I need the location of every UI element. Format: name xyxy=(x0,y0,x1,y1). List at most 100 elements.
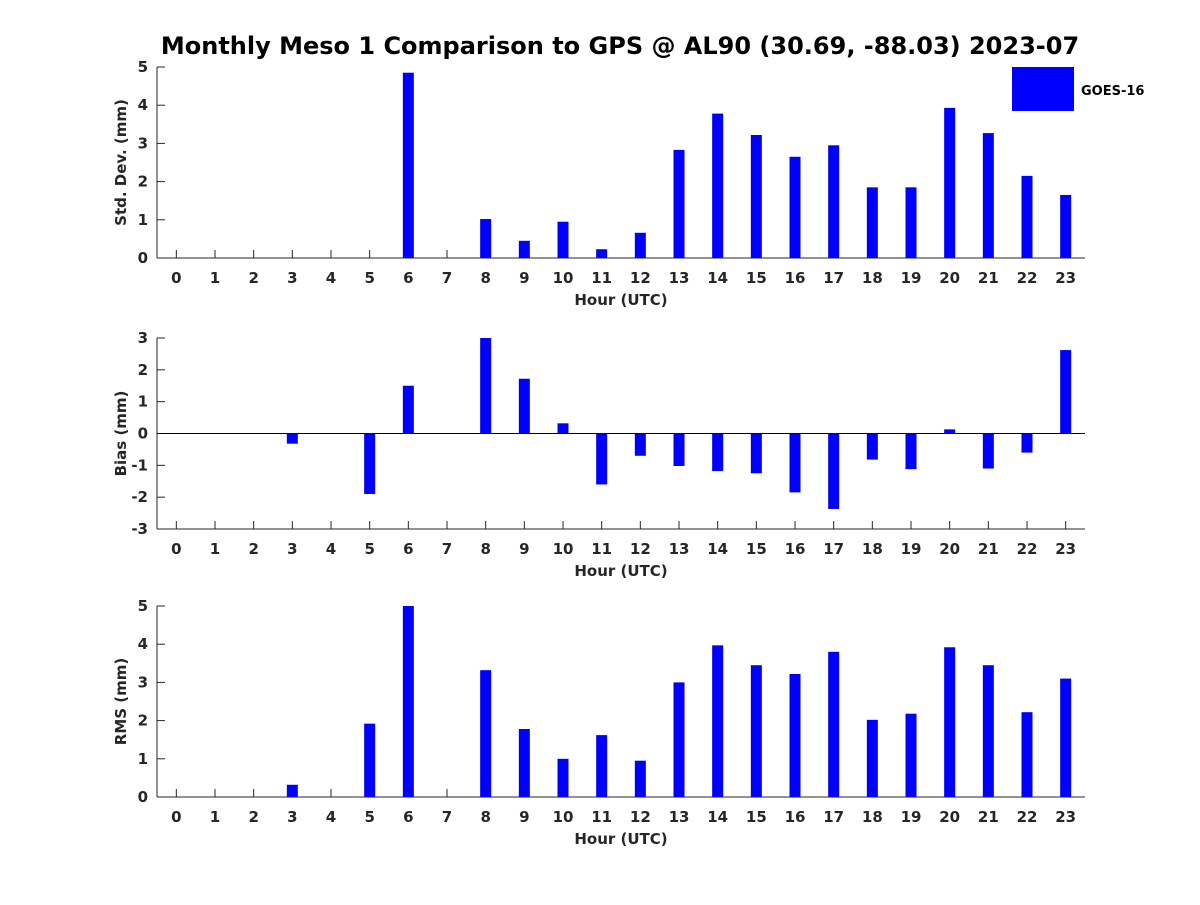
y-tick-label: 2 xyxy=(138,361,148,379)
bar-hour-3 xyxy=(286,433,298,444)
x-tick-label: 6 xyxy=(403,269,413,287)
x-tick-label: 17 xyxy=(823,269,844,287)
bar-hour-23 xyxy=(1060,350,1072,434)
x-axis-label: Hour (UTC) xyxy=(574,562,667,580)
bar-hour-15 xyxy=(750,134,762,258)
bar-hour-9 xyxy=(518,240,530,258)
bar-hour-12 xyxy=(634,433,646,456)
x-tick-label: 13 xyxy=(669,808,690,826)
x-tick-label: 9 xyxy=(519,808,529,826)
x-tick-label: 4 xyxy=(326,269,336,287)
y-tick-label: 5 xyxy=(138,58,148,76)
bar-hour-13 xyxy=(673,149,685,258)
x-tick-label: 19 xyxy=(901,540,922,558)
bar-hour-16 xyxy=(789,156,801,258)
bar-hour-11 xyxy=(596,735,608,797)
y-tick-label: 4 xyxy=(138,96,148,114)
x-tick-label: 21 xyxy=(978,808,999,826)
chart-title: Monthly Meso 1 Comparison to GPS @ AL90 … xyxy=(161,32,1079,60)
x-tick-label: 14 xyxy=(707,269,728,287)
y-tick-label: 5 xyxy=(138,597,148,615)
legend: GOES-16 xyxy=(1012,67,1144,111)
x-tick-label: 8 xyxy=(480,808,490,826)
x-tick-label: 14 xyxy=(707,808,728,826)
y-tick-label: 3 xyxy=(138,673,148,691)
x-tick-label: 7 xyxy=(442,540,452,558)
y-tick-label: 3 xyxy=(138,134,148,152)
x-tick-label: 5 xyxy=(364,808,374,826)
bar-hour-5 xyxy=(364,723,376,797)
bar-hour-17 xyxy=(828,433,840,509)
bar-hour-17 xyxy=(828,145,840,258)
x-tick-label: 18 xyxy=(862,269,883,287)
x-tick-label: 23 xyxy=(1055,540,1076,558)
x-tick-label: 19 xyxy=(901,269,922,287)
y-axis-label: Bias (mm) xyxy=(112,391,130,477)
y-tick-label: 2 xyxy=(138,173,148,191)
x-tick-label: 1 xyxy=(210,808,220,826)
x-tick-label: 20 xyxy=(939,808,960,826)
x-tick-label: 16 xyxy=(785,540,806,558)
y-axis-label: RMS (mm) xyxy=(112,658,130,745)
y-tick-label: 2 xyxy=(138,712,148,730)
x-tick-label: 2 xyxy=(248,269,258,287)
x-tick-label: 15 xyxy=(746,540,767,558)
bar-hour-10 xyxy=(557,221,569,258)
bar-hour-18 xyxy=(866,433,878,460)
bar-hour-12 xyxy=(634,232,646,258)
x-tick-label: 12 xyxy=(630,269,651,287)
bar-hour-20 xyxy=(944,647,956,797)
bar-hour-13 xyxy=(673,682,685,797)
x-tick-label: 20 xyxy=(939,269,960,287)
y-tick-label: -2 xyxy=(131,488,148,506)
bar-hour-16 xyxy=(789,673,801,797)
bar-hour-14 xyxy=(712,113,724,258)
bar-hour-10 xyxy=(557,423,569,434)
x-tick-label: 12 xyxy=(630,808,651,826)
x-tick-label: 6 xyxy=(403,540,413,558)
x-tick-label: 13 xyxy=(669,540,690,558)
x-tick-label: 6 xyxy=(403,808,413,826)
bar-hour-18 xyxy=(866,187,878,258)
x-tick-label: 18 xyxy=(862,540,883,558)
x-tick-label: 15 xyxy=(746,269,767,287)
bar-hour-23 xyxy=(1060,194,1072,258)
bar-hour-22 xyxy=(1021,175,1033,258)
x-tick-label: 1 xyxy=(210,540,220,558)
bar-hour-6 xyxy=(402,72,414,258)
x-axis-label: Hour (UTC) xyxy=(574,830,667,848)
bar-hour-15 xyxy=(750,665,762,797)
x-tick-label: 2 xyxy=(248,540,258,558)
x-tick-label: 3 xyxy=(287,808,297,826)
x-tick-label: 13 xyxy=(669,269,690,287)
bar-hour-15 xyxy=(750,433,762,474)
bar-hour-8 xyxy=(480,670,492,797)
x-tick-label: 20 xyxy=(939,540,960,558)
y-tick-label: -1 xyxy=(131,456,148,474)
x-tick-label: 17 xyxy=(823,540,844,558)
x-tick-label: 10 xyxy=(553,269,574,287)
bar-hour-21 xyxy=(982,433,994,469)
x-tick-label: 5 xyxy=(364,269,374,287)
bar-hour-8 xyxy=(480,219,492,258)
x-tick-label: 11 xyxy=(591,808,612,826)
bar-hour-22 xyxy=(1021,433,1033,453)
bar-hour-23 xyxy=(1060,678,1072,797)
legend-label-goes-16: GOES-16 xyxy=(1081,84,1144,99)
bar-hour-10 xyxy=(557,758,569,797)
bar-hour-5 xyxy=(364,433,376,494)
x-tick-label: 21 xyxy=(978,540,999,558)
bar-hour-21 xyxy=(982,665,994,797)
x-tick-label: 16 xyxy=(785,269,806,287)
y-tick-label: 1 xyxy=(138,211,148,229)
bar-hour-8 xyxy=(480,338,492,434)
x-tick-label: 17 xyxy=(823,808,844,826)
x-tick-label: 7 xyxy=(442,808,452,826)
x-tick-label: 8 xyxy=(480,269,490,287)
legend-swatch-goes-16 xyxy=(1012,67,1074,111)
x-tick-label: 5 xyxy=(364,540,374,558)
